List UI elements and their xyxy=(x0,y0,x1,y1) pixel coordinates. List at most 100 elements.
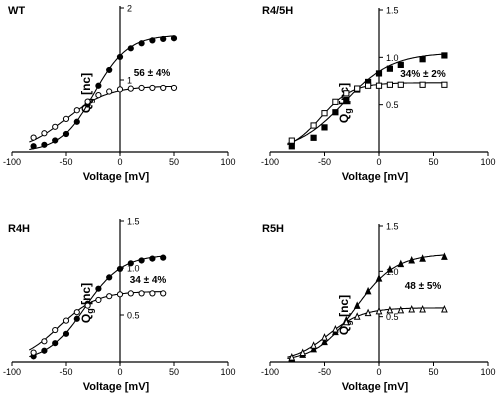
data-point xyxy=(310,134,317,141)
data-point xyxy=(127,45,134,52)
data-point xyxy=(310,344,317,353)
data-point xyxy=(408,304,416,313)
data-point xyxy=(343,96,350,104)
x-tick-label: -100 xyxy=(3,157,21,167)
data-point xyxy=(288,137,295,144)
data-point xyxy=(441,52,448,59)
data-point xyxy=(441,81,448,88)
data-point xyxy=(386,65,393,72)
percent-annotation: 34% ± 2% xyxy=(400,69,446,80)
data-point xyxy=(321,110,328,117)
data-point xyxy=(419,56,426,63)
data-point xyxy=(52,123,59,130)
data-point xyxy=(288,353,296,361)
data-point xyxy=(106,66,113,74)
x-tick-label: 100 xyxy=(480,157,495,167)
data-point xyxy=(299,348,307,357)
percent-annotation: 48 ± 5% xyxy=(405,281,442,292)
data-point xyxy=(95,82,102,89)
data-point xyxy=(364,286,372,295)
data-point xyxy=(364,308,372,317)
y-tick-label: 1.0 xyxy=(127,264,140,274)
data-point xyxy=(41,338,48,345)
chart-title: R4H xyxy=(8,223,30,235)
x-tick-label: 0 xyxy=(376,157,381,167)
data-point xyxy=(106,293,113,300)
y-tick-label: 2 xyxy=(127,4,132,14)
y-tick-label: 0.5 xyxy=(386,312,399,322)
data-point xyxy=(84,302,91,309)
x-tick-label: -50 xyxy=(318,367,331,377)
data-point xyxy=(116,86,124,93)
data-point xyxy=(342,317,350,326)
data-point xyxy=(138,84,145,92)
data-point xyxy=(95,296,102,304)
data-point xyxy=(106,274,113,281)
data-point xyxy=(310,341,317,349)
percent-annotation: 34 ± 4% xyxy=(130,275,167,286)
data-point xyxy=(375,70,383,77)
data-point xyxy=(353,301,361,309)
data-point xyxy=(127,260,134,267)
chart-title: R5H xyxy=(262,223,284,235)
y-tick-label: 1.5 xyxy=(127,217,140,227)
x-tick-label: 50 xyxy=(428,157,438,167)
data-point xyxy=(419,81,426,88)
data-point xyxy=(375,274,383,282)
data-point xyxy=(408,256,416,264)
x-tick-label: 50 xyxy=(169,157,179,167)
data-point xyxy=(160,290,167,297)
x-tick-label: -100 xyxy=(261,367,279,377)
x-tick-label: -50 xyxy=(318,157,331,167)
data-point xyxy=(149,84,156,92)
data-point xyxy=(95,285,102,292)
chart-title: R4/5H xyxy=(262,5,293,17)
fit-curve-1 xyxy=(29,35,174,151)
data-point xyxy=(441,252,448,260)
data-point xyxy=(332,324,339,333)
data-point xyxy=(73,118,80,125)
data-point xyxy=(52,326,59,334)
fit-curve-1 xyxy=(287,53,445,145)
x-tick-label: 0 xyxy=(117,157,122,167)
data-point xyxy=(73,309,80,316)
data-point xyxy=(41,347,48,354)
y-tick-label: 1 xyxy=(127,76,132,86)
data-point xyxy=(127,290,134,297)
y-tick-label: 1.5 xyxy=(386,6,399,16)
data-point xyxy=(52,340,59,347)
data-point xyxy=(30,143,37,150)
x-tick-label: -100 xyxy=(261,157,279,167)
data-point xyxy=(73,315,80,322)
data-point xyxy=(386,265,394,273)
data-point xyxy=(116,265,124,273)
x-tick-label: 0 xyxy=(117,367,122,377)
data-point xyxy=(106,88,113,95)
data-point xyxy=(321,337,328,346)
y-tick-label: 0.5 xyxy=(386,100,399,110)
x-tick-label: 100 xyxy=(220,367,235,377)
data-point xyxy=(138,40,145,47)
data-point xyxy=(386,305,394,314)
x-axis-label: Voltage [mV] xyxy=(83,381,150,393)
data-point xyxy=(149,37,156,44)
data-point xyxy=(332,109,339,116)
y-tick-label: 1.0 xyxy=(386,53,399,63)
data-point xyxy=(419,254,426,262)
data-point xyxy=(160,254,167,261)
data-point xyxy=(127,85,134,92)
data-point xyxy=(160,84,167,92)
x-tick-label: -50 xyxy=(59,367,72,377)
x-tick-label: 100 xyxy=(220,157,235,167)
data-point xyxy=(365,82,372,89)
data-point xyxy=(41,130,48,137)
x-tick-label: 0 xyxy=(376,367,381,377)
data-point xyxy=(310,122,317,129)
data-point xyxy=(138,257,145,264)
data-point xyxy=(354,85,361,92)
data-point xyxy=(149,255,156,262)
